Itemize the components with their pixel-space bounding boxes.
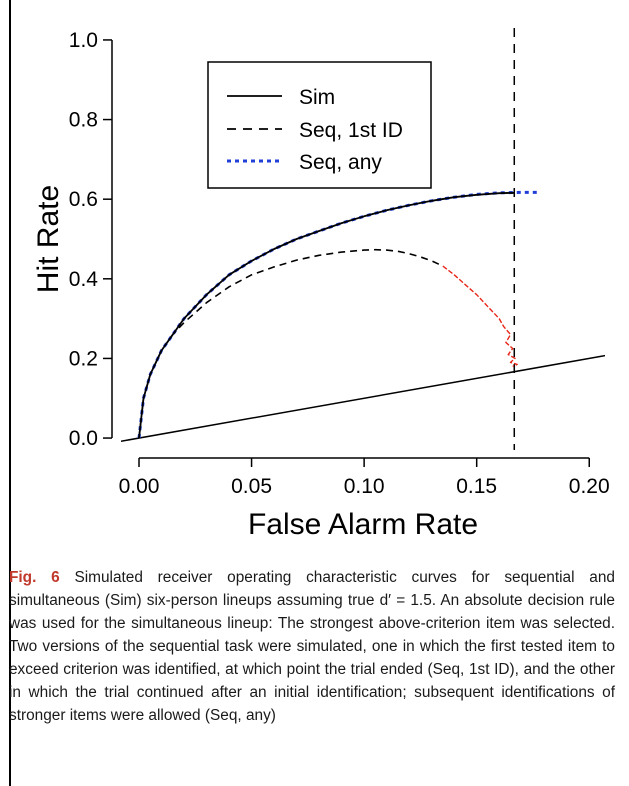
y-tick-label: 0.8: [69, 109, 98, 132]
y-tick-label: 1.0: [69, 29, 98, 52]
figure-frame-left: [9, 0, 11, 786]
y-axis-title: Hit Rate: [32, 185, 65, 293]
figure-caption: Fig. 6 Simulated receiver operating char…: [9, 566, 615, 727]
caption-label: Fig. 6: [9, 569, 60, 586]
x-tick-label: 0.15: [456, 475, 497, 498]
caption-text: Simulated receiver operating characteris…: [9, 569, 615, 724]
y-tick-label: 0.6: [69, 188, 98, 211]
series-line-seq-1st-id-tail: [442, 265, 518, 368]
y-tick-label: 0.0: [69, 427, 98, 450]
x-axis-title: False Alarm Rate: [248, 508, 478, 541]
series-line-sim: [138, 191, 516, 439]
chance-reference-line: [121, 354, 605, 442]
series-line-seq-any: [137, 190, 540, 439]
legend: Sim Seq, 1st ID Seq, any: [207, 61, 432, 189]
series-line-seq-1st-id: [138, 248, 444, 439]
x-tick-label: 0.10: [344, 475, 385, 498]
legend-box: [207, 61, 432, 189]
legend-label-seq-first: Seq, 1st ID: [299, 119, 403, 142]
legend-label-seq-any: Seq, any: [299, 151, 382, 174]
x-tick-label: 0.05: [231, 475, 272, 498]
x-tick-label: 0.00: [119, 475, 160, 498]
legend-label-sim: Sim: [299, 86, 335, 109]
roc-chart: 0.00 0.05 0.10 0.15 0.20 0.0 0.2 0.4 0.6 0.8 1.0 Fa…: [32, 28, 610, 541]
y-tick-label: 0.2: [69, 347, 98, 370]
y-tick-label: 0.4: [69, 268, 99, 291]
axes: 0.00 0.05 0.10 0.15 0.20 0.0 0.2 0.4 0.6 0.8 1.0 Fa…: [32, 29, 610, 541]
x-tick-label: 0.20: [569, 475, 610, 498]
plot-area: [121, 28, 605, 450]
